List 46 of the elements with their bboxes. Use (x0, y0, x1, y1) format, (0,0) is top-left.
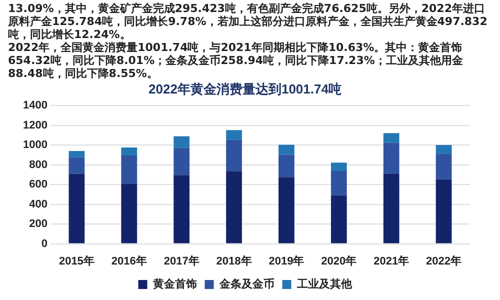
y-tick-label: 800 (29, 158, 48, 171)
bar (330, 170, 347, 196)
x-tick-label: 2022年 (426, 254, 462, 268)
x-tick-label: 2019年 (268, 254, 304, 268)
bar (330, 162, 347, 171)
bar (226, 130, 242, 140)
bar (436, 179, 452, 244)
bar (68, 174, 85, 244)
bar (174, 136, 190, 148)
bar (383, 133, 400, 143)
y-tick-label: 1200 (22, 119, 48, 132)
bar (330, 195, 347, 244)
bar (278, 144, 294, 155)
x-tick-label: 2017年 (164, 254, 200, 268)
bar (121, 155, 138, 184)
bar (174, 148, 190, 176)
bar (226, 140, 242, 172)
bar (121, 184, 138, 244)
legend-label: 黄金首饰 (152, 278, 197, 291)
y-tick-label: 0 (41, 238, 48, 250)
bar (174, 175, 190, 244)
bar (278, 154, 294, 178)
bar (68, 151, 85, 158)
x-tick-label: 2016年 (111, 254, 147, 268)
bar (436, 154, 452, 180)
bar (68, 157, 85, 174)
bar (383, 174, 400, 244)
y-tick-label: 1000 (22, 139, 48, 152)
y-tick-label: 200 (29, 218, 48, 230)
legend-label: 金条及金币 (218, 278, 274, 291)
y-tick-label: 400 (29, 198, 48, 210)
x-tick-label: 2020年 (321, 254, 357, 268)
bar (383, 142, 400, 174)
x-tick-label: 2015年 (58, 254, 94, 268)
bar (226, 171, 242, 244)
text: 2022年，全国黄金消费量1001.74吨，与2021年同期相比下降10.63%。其中：黄金首饰654.32吨，同比下降8.01%；金条及金币258.94吨，同比下降17.23%；工业及其他用金88.48吨，同比下降8.55%。 (8, 41, 464, 80)
x-tick-label: 2021年 (374, 254, 410, 268)
bar (278, 177, 294, 244)
chart-title: 2022年黄金消费量达到1001.74吨 (148, 81, 342, 96)
x-tick-label: 2018年 (216, 254, 252, 268)
y-tick-label: 600 (29, 178, 48, 191)
legend-label: 工业及其他 (296, 278, 353, 291)
bar (436, 144, 452, 154)
bar (121, 148, 138, 156)
y-tick-label: 1400 (22, 100, 48, 112)
text: 13.09%，其中，黄金矿产金完成295.423吨，有色副产金完成76.625吨。另外，2022年进口原料产金125.784吨，同比增长9.78%，若加上这部分进口原料产金，全国共生产黄金497.832吨，同比增长12.24%。 (8, 2, 488, 41)
